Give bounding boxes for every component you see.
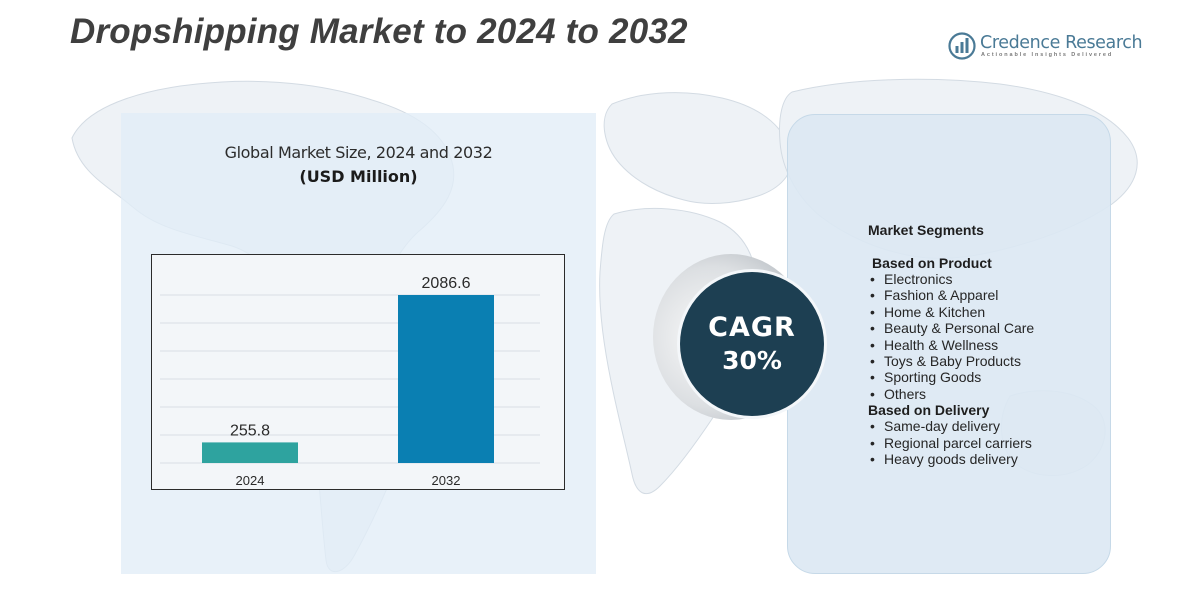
segment-group-title: Based on Product	[872, 255, 992, 271]
segment-group-delivery: Based on Delivery • Same-day delivery • Re…	[868, 402, 1108, 467]
list-item: • Same-day delivery	[870, 418, 1000, 435]
cagr-value: 30%	[722, 346, 782, 375]
bar-chart: 255.8 2024 2086.6 2032	[151, 254, 565, 490]
list-item: • Health & Wellness	[870, 336, 999, 353]
logo-tagline: Actionable Insights Delivered	[981, 52, 1114, 58]
segments-heading: Market Segments	[868, 222, 984, 238]
list-item: • Electronics	[870, 271, 953, 287]
data-label: 2086.6	[422, 275, 471, 292]
bar-chart-logo-icon	[948, 32, 976, 60]
segment-list-delivery: • Same-day delivery • Regional parcel carr…	[868, 418, 1108, 467]
list-item: • Others	[870, 385, 927, 402]
market-segments: Market Segments Based on Product • Electr…	[868, 222, 1108, 467]
list-item: • Fashion & Apparel	[870, 287, 999, 304]
segment-list-product: • Electronics • Fashion & Apparel • Home & …	[868, 271, 1108, 402]
list-item: • Beauty & Personal Care	[870, 320, 1035, 337]
segment-group-title: Based on Delivery	[868, 402, 990, 419]
logo-name: Credence Research	[980, 33, 1143, 53]
list-item: • Sporting Goods	[870, 369, 982, 386]
segment-group-product: Based on Product • Electronics • Fashion &…	[868, 255, 1108, 402]
credence-research-logo: Credence Research Actionable Insights De…	[948, 30, 1143, 64]
list-item: • Home & Kitchen	[870, 303, 986, 320]
list-item: • Toys & Baby Products	[870, 353, 1021, 370]
chart-subtitle: (USD Million)	[299, 167, 418, 186]
data-label: 255.8	[230, 422, 270, 439]
bar-chart-canvas: 255.8 2024 2086.6 2032	[160, 275, 540, 488]
bar-2024	[202, 442, 298, 463]
bar-2032	[398, 295, 494, 463]
cagr-label: CAGR	[708, 312, 796, 343]
page-title: Dropshipping Market to 2024 to 2032	[70, 12, 688, 51]
list-item: • Regional parcel carriers	[870, 434, 1032, 451]
x-tick-label: 2024	[236, 473, 265, 488]
chart-title: Global Market Size, 2024 and 2032	[224, 143, 493, 162]
list-item: • Heavy goods delivery	[870, 451, 1018, 468]
cagr-badge	[680, 272, 824, 416]
x-tick-label: 2032	[432, 473, 461, 488]
